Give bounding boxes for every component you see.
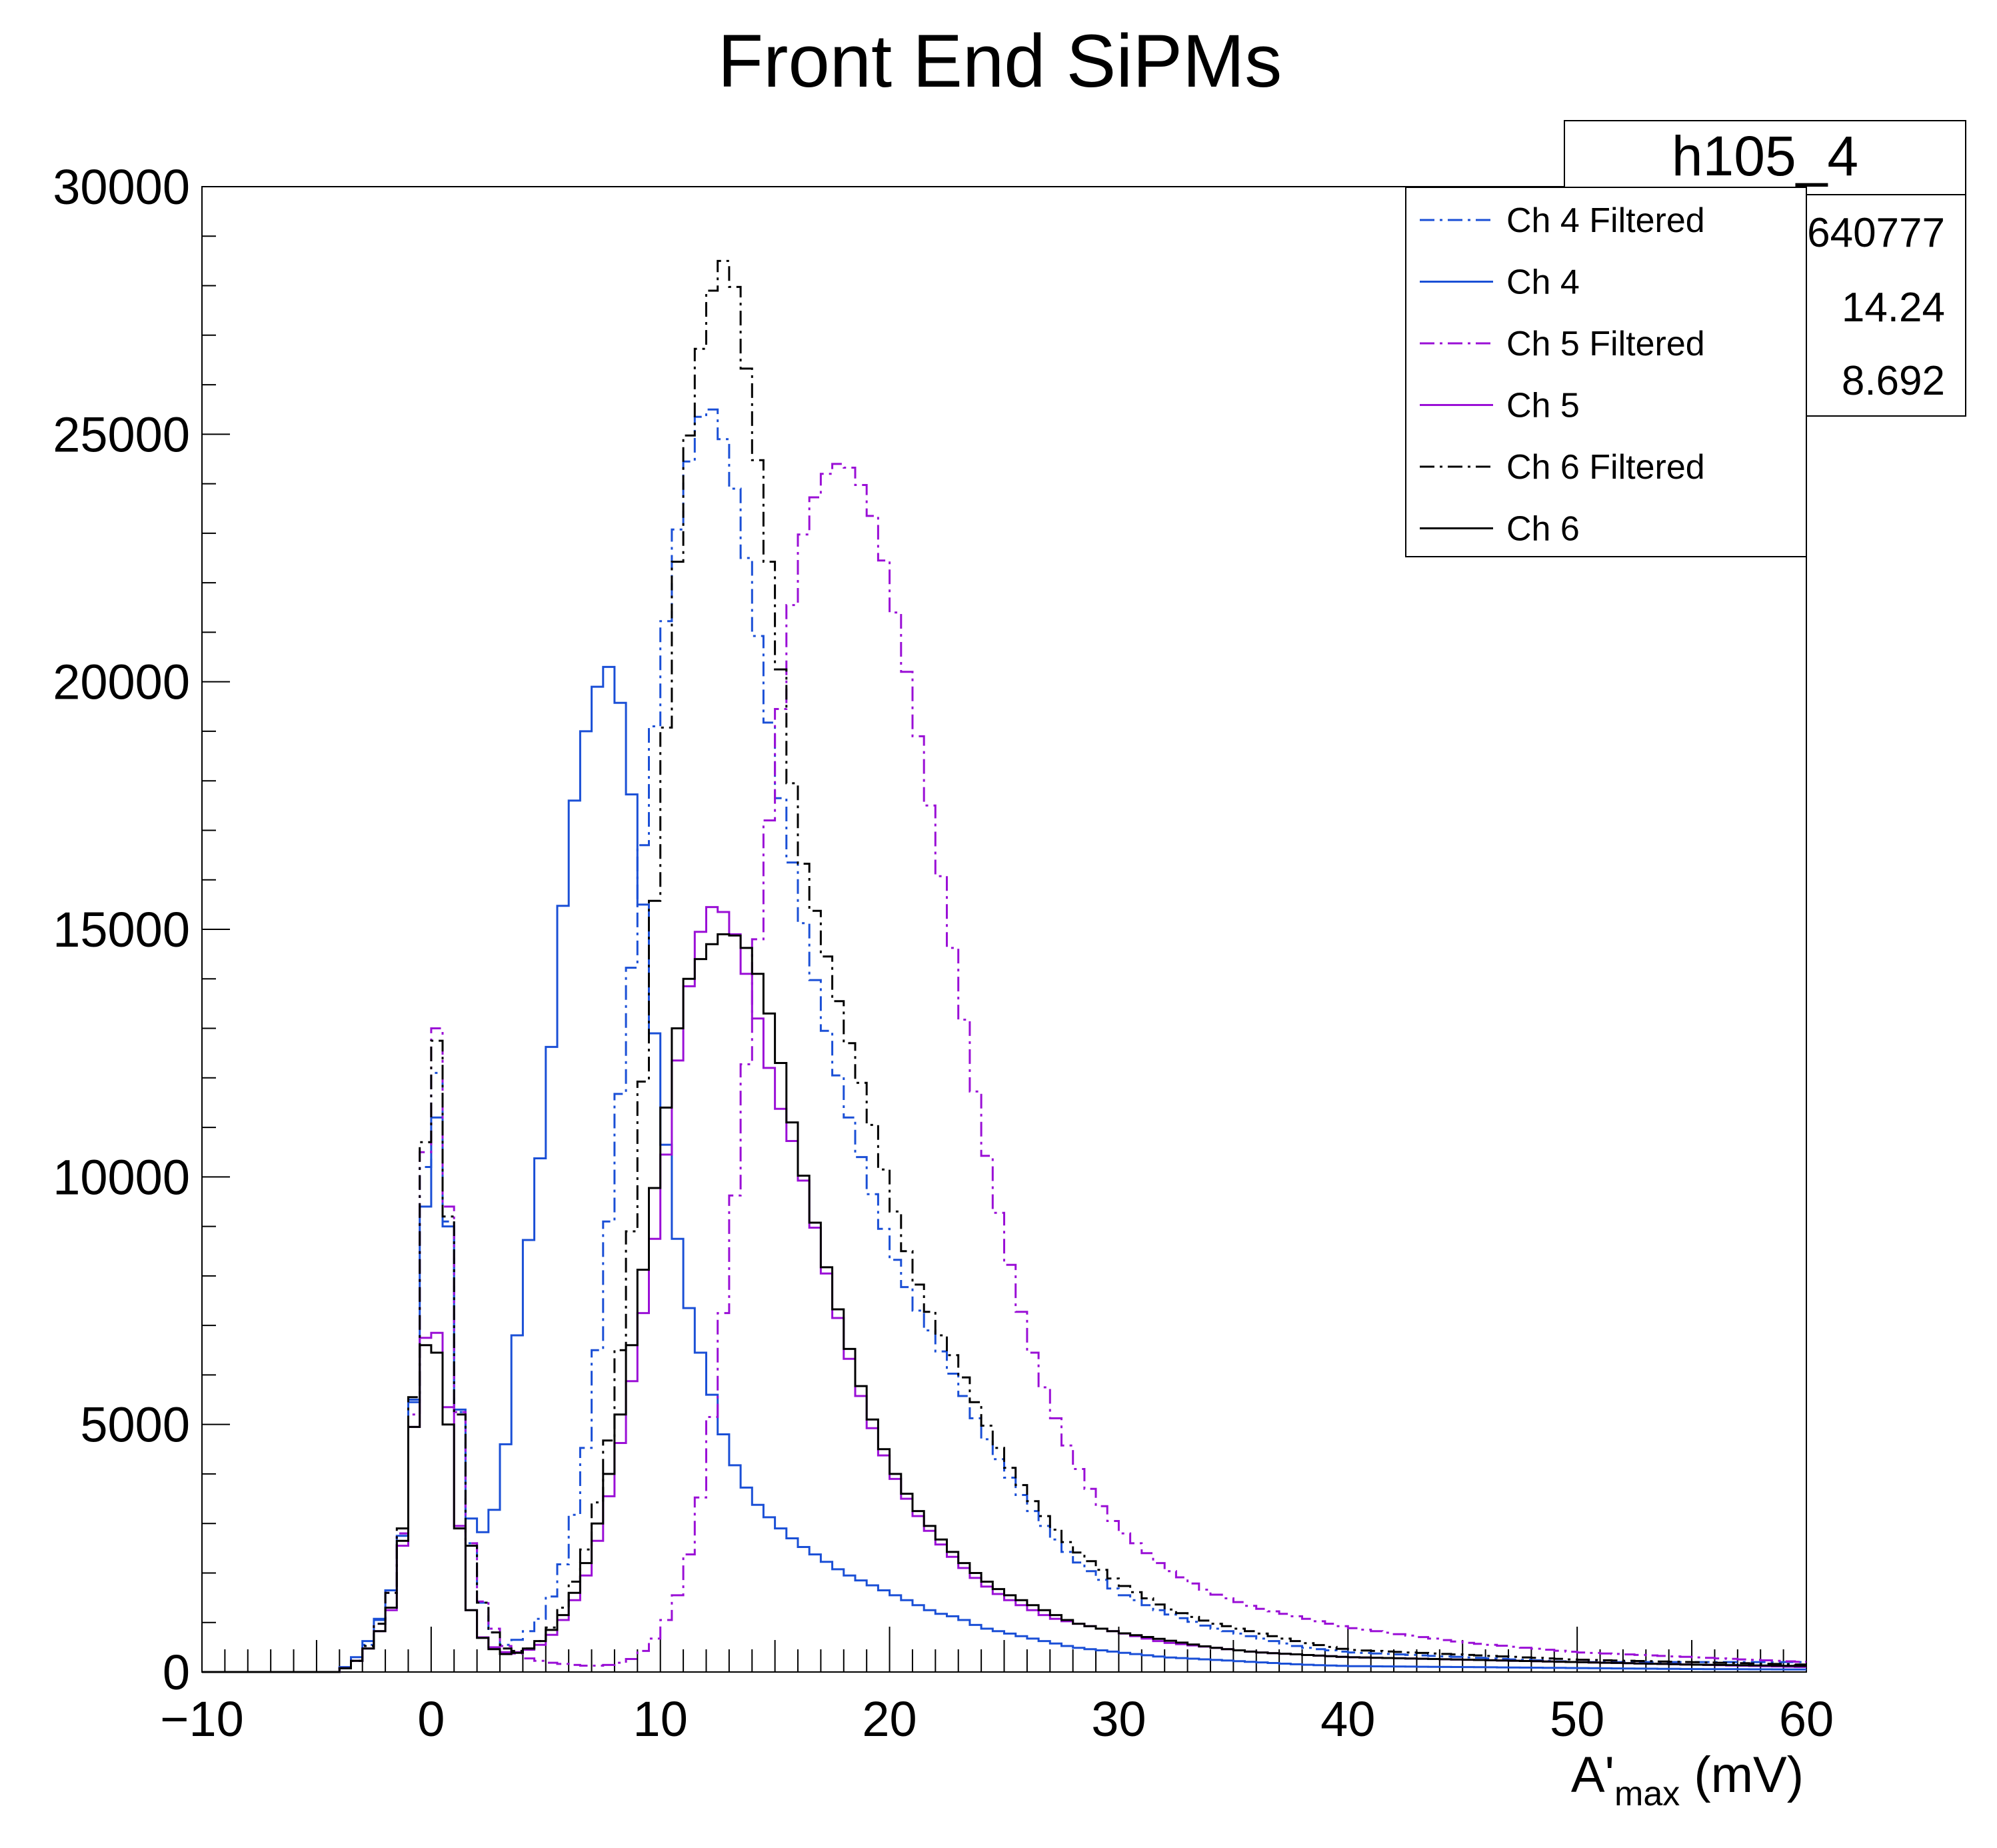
y-tick-label: 10000 (53, 1149, 190, 1205)
series-line-6 (202, 933, 1806, 1673)
x-axis-label-unit: (mV) (1680, 1747, 1804, 1803)
stats-entries: 640777 (1807, 210, 1945, 256)
series-line-2 (202, 665, 1806, 1673)
x-axis-ticks: −10 0 10 20 30 40 50 60 (160, 1627, 1834, 1747)
stats-title: h105_4 (1672, 125, 1858, 187)
x-tick-label: 30 (1091, 1691, 1146, 1747)
x-axis-label-sub: max (1614, 1775, 1680, 1813)
legend-label: Ch 5 Filtered (1506, 325, 1705, 363)
series-layer (202, 259, 1806, 1673)
x-axis-label: A'max (mV) (1571, 1747, 1804, 1813)
x-axis-label-main: A' (1571, 1747, 1614, 1803)
stats-stddev: 8.692 (1842, 358, 1945, 404)
legend-label: Ch 4 (1506, 263, 1580, 302)
y-tick-label: 0 (163, 1645, 190, 1700)
legend-label: Ch 5 (1506, 387, 1580, 425)
series-line-4 (202, 906, 1806, 1673)
legend-label: Ch 6 (1506, 510, 1580, 549)
y-tick-label: 20000 (53, 655, 190, 710)
series-line-5 (202, 259, 1806, 1673)
legend-label: Ch 4 Filtered (1506, 201, 1705, 240)
x-tick-label: 50 (1550, 1691, 1604, 1747)
y-axis-ticks: 0 5000 10000 15000 20000 25000 30000 (53, 159, 230, 1700)
legend: Ch 4 Filtered Ch 4 Ch 5 Filtered Ch 5 Ch 6 F… (1405, 187, 1807, 557)
y-tick-label: 15000 (53, 902, 190, 957)
x-tick-label: −10 (160, 1691, 244, 1747)
x-tick-label: 60 (1779, 1691, 1834, 1747)
series-line-3 (202, 463, 1806, 1673)
y-tick-label: 30000 (53, 159, 190, 215)
legend-label: Ch 6 Filtered (1506, 448, 1705, 487)
x-tick-label: 10 (633, 1691, 688, 1747)
stats-mean: 14.24 (1842, 285, 1945, 331)
chart-title: Front End SiPMs (718, 19, 1282, 103)
x-tick-label: 0 (417, 1691, 445, 1747)
x-tick-label: 40 (1320, 1691, 1375, 1747)
series-line-1 (202, 408, 1806, 1673)
x-tick-label: 20 (862, 1691, 917, 1747)
y-tick-label: 25000 (53, 407, 190, 462)
y-tick-label: 5000 (80, 1397, 190, 1453)
